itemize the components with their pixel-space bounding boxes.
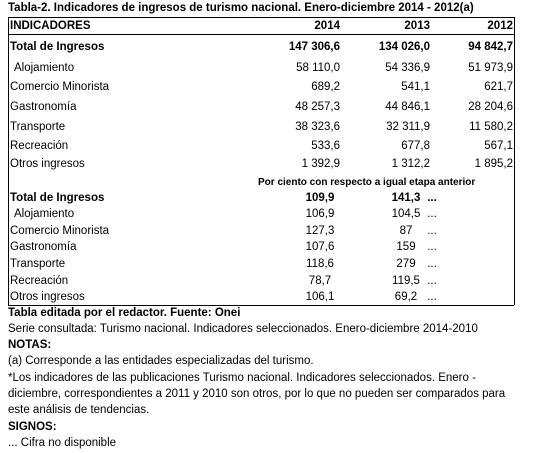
row-label: Recreación (10, 140, 69, 152)
cell: ... (427, 275, 437, 287)
cell: 1 392,9 (301, 158, 340, 170)
row-label: Total de Ingresos (10, 192, 105, 204)
cell: 51 973,9 (468, 62, 513, 74)
row-label: Transporte (10, 258, 66, 270)
note: (a) Corresponde a las entidades especial… (8, 355, 314, 367)
cell: 1 895,2 (474, 158, 513, 170)
cell: 48 257,3 (295, 101, 340, 113)
cell: ... (427, 241, 437, 253)
cell: 119,5 (392, 275, 420, 287)
row-label: Alojamiento (14, 208, 75, 220)
title: Tabla-2. Indicadores de ingresos de turi… (8, 2, 474, 14)
cell: 104,5 (391, 208, 421, 220)
cell: 134 026,0 (378, 41, 430, 53)
row-label: Gastronomía (10, 241, 77, 253)
cell: 677,8 (401, 140, 430, 152)
cell: 159 (396, 241, 416, 253)
cell: ... (427, 225, 437, 237)
rule (8, 17, 9, 305)
cell: 58 110,0 (296, 62, 340, 74)
cell: 28 204,6 (468, 101, 513, 113)
column-header: 2012 (487, 20, 513, 32)
notes-heading: NOTAS: (8, 339, 52, 351)
cell: 38 323,6 (295, 121, 340, 133)
subheading: Por ciento con respecto a igual etapa an… (258, 177, 476, 188)
row-label: Alojamiento (14, 62, 75, 74)
rule (8, 305, 514, 306)
rule (514, 17, 515, 305)
row-label: Gastronomía (10, 101, 77, 113)
cell: 141,3 (391, 192, 421, 204)
cell: 107,6 (305, 241, 335, 253)
row-label: Otros ingresos (10, 158, 85, 170)
cell: 54 336,9 (385, 62, 430, 74)
cell: 541,1 (401, 81, 430, 93)
cell: ... (427, 192, 437, 204)
series: Serie consultada: Turismo nacional. Indi… (8, 323, 478, 335)
cell: 44 846,1 (385, 101, 430, 113)
cell: 11 580,2 (469, 121, 513, 133)
rule (8, 17, 514, 18)
cell: 533,6 (311, 140, 340, 152)
cell: 109,9 (305, 192, 335, 204)
note: *Los indicadores de las publicaciones Tu… (8, 372, 506, 416)
cell: 87 (399, 225, 413, 237)
row-label: Otros ingresos (10, 291, 85, 303)
column-header: INDICADORES (10, 20, 91, 32)
cell: 127,3 (305, 225, 335, 237)
sign: ... Cifra no disponible (8, 437, 117, 449)
row-label: Transporte (10, 121, 66, 133)
cell: 94 842,7 (468, 41, 513, 53)
cell: 147 306,6 (288, 41, 340, 53)
row-label: Total de Ingresos (10, 41, 105, 53)
cell: 689,2 (311, 81, 340, 93)
row-label: Comercio Minorista (10, 225, 110, 237)
row-label: Recreación (10, 275, 69, 287)
column-header: 2014 (314, 20, 340, 32)
cell: 621,7 (484, 81, 513, 93)
cell: 106,1 (305, 291, 335, 303)
cell: 32 311,9 (386, 121, 430, 133)
cell: ... (427, 291, 437, 303)
cell: ... (427, 208, 437, 220)
cell: ... (427, 258, 437, 270)
rule (8, 34, 514, 35)
cell: 1 312,2 (391, 158, 430, 170)
cell: 106,9 (305, 208, 335, 220)
row-label: Comercio Minorista (10, 81, 110, 93)
source: Tabla editada por el redactor. Fuente: O… (8, 307, 241, 319)
signs-heading: SIGNOS: (8, 421, 57, 433)
cell: 279 (396, 258, 416, 270)
cell: 567,1 (484, 140, 513, 152)
cell: 69,2 (394, 291, 418, 303)
cell: 78,7 (308, 275, 332, 287)
cell: 118,6 (306, 258, 334, 270)
column-header: 2013 (404, 20, 430, 32)
